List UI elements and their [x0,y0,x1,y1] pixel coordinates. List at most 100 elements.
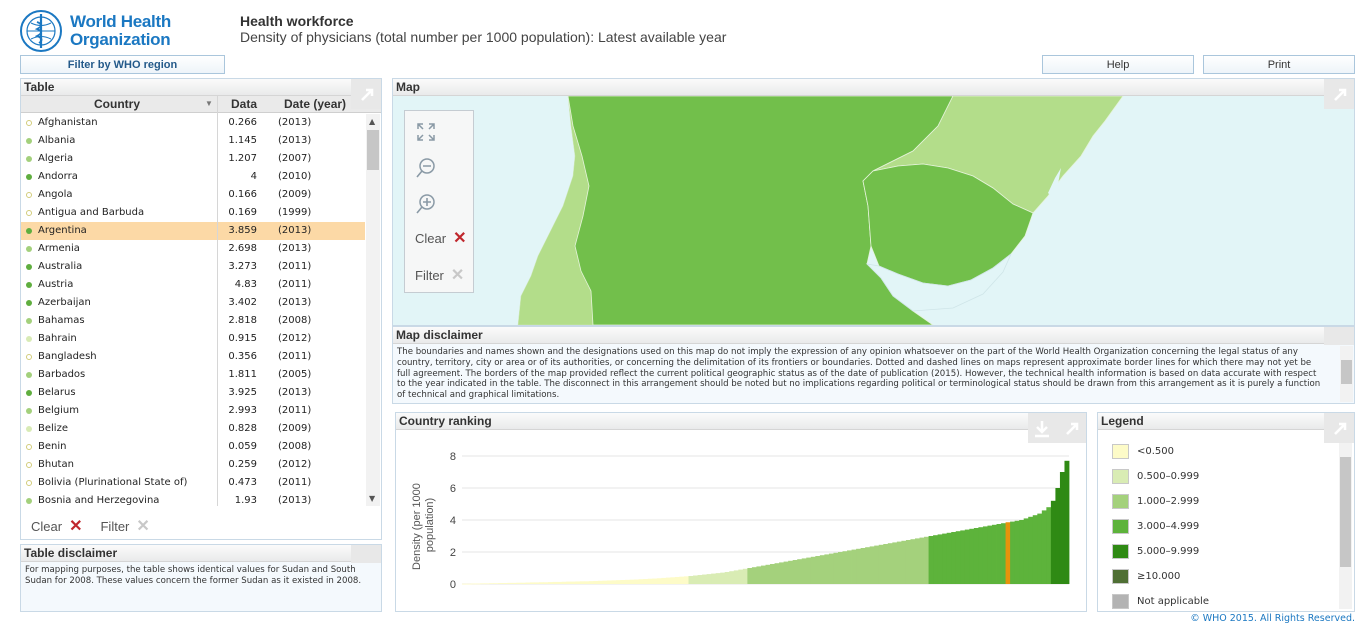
ranking-bar[interactable] [656,578,662,584]
ranking-bar[interactable] [625,579,631,584]
ranking-bar[interactable] [588,581,594,584]
ranking-bar[interactable] [548,582,553,584]
ranking-bar[interactable] [1014,520,1020,584]
ranking-bar[interactable] [833,552,839,584]
table-row[interactable]: Belgium 2.993 (2011) [21,402,365,420]
table-row[interactable]: Belize 0.828 (2009) [21,420,365,438]
ranking-bar[interactable] [706,574,712,584]
ranking-bar[interactable] [770,564,775,584]
ranking-bar[interactable] [987,525,993,584]
ranking-bar[interactable] [665,577,671,584]
ranking-bar[interactable] [561,581,567,584]
ranking-bar[interactable] [824,554,830,584]
column-header-data[interactable]: Data [231,97,258,111]
ranking-bar[interactable] [638,579,644,584]
ranking-bar[interactable] [742,568,748,584]
ranking-bar[interactable] [883,544,889,584]
ranking-bar[interactable] [570,581,576,584]
ranking-bar[interactable] [579,581,585,584]
expand-map-button[interactable] [1324,79,1354,109]
ranking-bar[interactable] [484,583,490,585]
table-row[interactable]: Antigua and Barbuda 0.169 (1999) [21,204,365,222]
legend-item[interactable]: 1.000–2.999 [1112,494,1199,509]
ranking-bar[interactable] [652,578,658,584]
ranking-bar[interactable] [969,528,975,584]
ranking-bar[interactable] [480,583,486,585]
print-button[interactable]: Print [1203,55,1355,74]
ranking-bar[interactable] [760,565,766,584]
ranking-bar[interactable] [851,549,857,584]
ranking-bar[interactable] [1032,515,1038,584]
ranking-bar[interactable] [597,580,603,584]
ranking-bar[interactable] [887,543,893,584]
ranking-bar[interactable] [996,524,1002,584]
table-row[interactable]: Argentina 3.859 (2013) [21,222,365,240]
table-row[interactable]: Belarus 3.925 (2013) [21,384,365,402]
ranking-bar[interactable] [1005,522,1011,584]
ranking-bar[interactable] [683,576,689,584]
ranking-bar[interactable] [1028,516,1034,584]
download-button[interactable] [1028,413,1056,443]
ranking-bar[interactable] [1010,521,1016,584]
ranking-bar[interactable] [543,582,549,584]
ranking-bar[interactable] [511,582,517,584]
zoom-in-icon[interactable] [415,193,437,215]
ranking-bar[interactable] [616,580,621,584]
legend-item[interactable]: 0.500–0.999 [1112,469,1199,484]
ranking-bar[interactable] [475,583,481,585]
legend-item[interactable]: Not applicable [1112,594,1209,609]
ranking-bar[interactable] [593,580,599,584]
ranking-bar[interactable] [919,537,925,584]
ranking-bar[interactable] [697,575,703,584]
ranking-bar[interactable] [751,567,757,584]
map-canvas[interactable] [393,96,1354,325]
legend-item[interactable]: 3.000–4.999 [1112,519,1199,534]
ranking-bar[interactable] [756,566,762,584]
table-row[interactable]: Albania 1.145 (2013) [21,132,365,150]
ranking-bar[interactable] [661,577,667,584]
ranking-bar[interactable] [964,529,970,584]
ranking-bar[interactable] [502,583,508,584]
ranking-bar[interactable] [788,560,794,584]
ranking-bar[interactable] [810,556,816,584]
ranking-bar[interactable] [878,544,884,584]
ranking-bar[interactable] [955,531,961,584]
ranking-bar[interactable] [1046,507,1052,584]
ranking-bar[interactable] [1023,518,1029,584]
table-row[interactable]: Bahamas 2.818 (2008) [21,312,365,330]
ranking-bar[interactable] [702,574,708,584]
ranking-bar[interactable] [1019,520,1025,584]
ranking-bar[interactable] [946,532,952,584]
ranking-bar[interactable] [584,581,590,584]
ranking-bar[interactable] [860,548,866,584]
sort-arrow-icon[interactable]: ▼ [205,99,213,108]
ranking-bar[interactable] [910,539,916,584]
ranking-bar[interactable] [720,572,726,584]
ranking-bar[interactable] [865,547,871,584]
table-row[interactable]: Angola 0.166 (2009) [21,186,365,204]
column-header-country[interactable]: Country [94,97,140,111]
table-row[interactable]: Armenia 2.698 (2013) [21,240,365,258]
ranking-bar[interactable] [1064,460,1070,584]
ranking-bar[interactable] [991,524,997,584]
ranking-bar[interactable] [498,583,504,584]
ranking-bar[interactable] [688,576,694,584]
legend-item[interactable]: 5.000–9.999 [1112,544,1199,559]
ranking-bar[interactable] [960,530,966,584]
table-row[interactable]: Bolivia (Plurinational State of) 0.473 (20… [21,474,365,492]
ranking-bar[interactable] [933,535,939,584]
ranking-bar[interactable] [466,583,472,585]
table-row[interactable]: Bosnia and Herzegovina 1.93 (2013) [21,492,365,506]
ranking-chart[interactable]: Density (per 1000 population) 0 2 4 6 8 [396,430,1086,610]
zoom-out-icon[interactable] [415,157,437,179]
ranking-bar[interactable] [575,581,581,584]
ranking-bar[interactable] [928,536,934,584]
ranking-bar[interactable] [674,576,680,584]
ranking-bar[interactable] [914,538,920,584]
ranking-bar[interactable] [620,580,626,584]
ranking-bar[interactable] [679,576,685,584]
expand-legend-button[interactable] [1324,413,1354,443]
map-disclaimer-scrollbar[interactable] [1340,346,1353,402]
ranking-bar[interactable] [901,540,907,584]
table-row[interactable]: Bahrain 0.915 (2012) [21,330,365,348]
